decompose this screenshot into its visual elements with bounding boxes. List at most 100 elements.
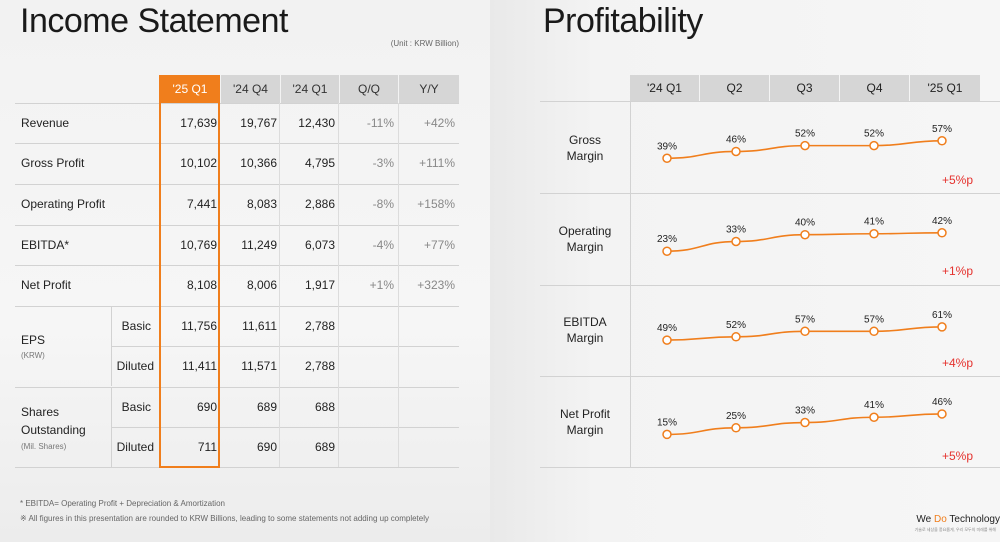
data-label-1-1: 33% xyxy=(726,225,746,236)
data-label-1-3: 41% xyxy=(864,217,884,228)
row-value: 2,886 xyxy=(304,197,335,211)
row-value: 8,108 xyxy=(186,278,217,292)
data-point-3-0 xyxy=(662,429,672,440)
data-point-2-2 xyxy=(800,326,810,337)
data-point-2-4 xyxy=(937,322,947,332)
row-divider xyxy=(111,427,459,428)
income-table-header: '25 Q1 '24 Q4 '24 Q1 Q/Q Y/Y xyxy=(15,75,459,103)
gross-margin-label: Gross Margin xyxy=(566,133,604,163)
brand-tagline: 기술로 세상을 풍요롭게, 우리 모두의 미래를 위해 xyxy=(914,527,996,532)
data-point-2-1 xyxy=(731,332,741,342)
data-point-0-3 xyxy=(869,140,879,151)
row-value: -4% xyxy=(372,238,394,252)
ebitda-margin-delta: +4%p xyxy=(942,356,974,370)
column-divider xyxy=(279,103,280,467)
eps-label: EPS xyxy=(21,333,46,347)
row-divider xyxy=(111,346,459,347)
data-point-2-0 xyxy=(662,335,672,345)
diluted-value: 711 xyxy=(197,440,217,454)
data-point-0-0 xyxy=(662,153,672,164)
data-label-3-2: 33% xyxy=(795,406,815,417)
row-divider xyxy=(15,387,459,388)
row-value: 6,073 xyxy=(304,238,335,252)
row-value: 1,917 xyxy=(304,278,335,292)
row-label: Operating Profit xyxy=(21,197,106,211)
pf-header-25q1: '25 Q1 xyxy=(910,75,980,101)
row-value: -11% xyxy=(366,116,394,130)
ebitda-margin-label: EBITDA Margin xyxy=(563,315,607,345)
row-label: Revenue xyxy=(21,116,70,130)
row-divider xyxy=(15,225,459,226)
data-label-2-4: 61% xyxy=(932,310,952,321)
pf-header-q4: Q4 xyxy=(840,75,909,101)
data-label-3-1: 25% xyxy=(726,411,746,422)
data-point-3-1 xyxy=(731,423,741,433)
data-label-2-0: 49% xyxy=(657,323,677,334)
diluted-label: Diluted xyxy=(116,359,154,373)
diluted-value: 2,788 xyxy=(304,359,335,373)
row-value: -3% xyxy=(372,156,394,170)
diluted-label: Diluted xyxy=(116,440,154,454)
data-point-1-1 xyxy=(731,236,741,247)
data-label-0-1: 46% xyxy=(726,134,746,145)
pf-divider xyxy=(540,193,1000,194)
data-label-2-2: 57% xyxy=(795,314,815,325)
data-label-2-1: 52% xyxy=(726,320,746,331)
pf-header-q2: Q2 xyxy=(700,75,769,101)
income-table: '25 Q1 '24 Q4 '24 Q1 Q/Q Y/Y xyxy=(15,75,459,103)
basic-value: 11,611 xyxy=(242,319,277,333)
data-point-0-2 xyxy=(800,140,810,151)
data-label-0-4: 57% xyxy=(932,124,952,135)
column-divider xyxy=(398,103,399,467)
data-label-0-2: 52% xyxy=(795,129,815,140)
basic-value: 688 xyxy=(314,400,335,414)
column-divider xyxy=(111,306,112,386)
row-label: Gross Profit xyxy=(21,156,85,170)
ebitda-footnote: * EBITDA= Operating Profit + Depreciatio… xyxy=(20,499,225,508)
row-divider xyxy=(15,306,459,307)
header-qq: Q/Q xyxy=(340,75,398,103)
basic-label: Basic xyxy=(121,319,151,333)
data-point-2-3 xyxy=(869,326,879,337)
basic-value: 2,788 xyxy=(304,319,335,333)
diluted-value: 689 xyxy=(314,440,335,454)
data-point-3-3 xyxy=(869,412,879,422)
row-value: 12,430 xyxy=(298,116,335,130)
header-yy: Y/Y xyxy=(399,75,459,103)
shares-label: Shares xyxy=(21,405,60,419)
data-label-3-3: 41% xyxy=(864,400,884,411)
data-point-1-3 xyxy=(869,228,879,239)
row-divider xyxy=(15,103,459,104)
pf-divider xyxy=(540,376,1000,377)
row-divider xyxy=(15,143,459,144)
pf-divider xyxy=(540,101,1000,102)
diluted-value: 11,411 xyxy=(182,359,217,373)
shares-label-2: Outstanding xyxy=(21,423,86,437)
data-point-0-1 xyxy=(731,146,741,157)
gross-margin-delta: +5%p xyxy=(942,173,974,187)
rounding-footnote: ※ All figures in this presentation are r… xyxy=(20,514,430,523)
net-profit-margin-delta: +5%p xyxy=(942,449,974,463)
row-value: 4,795 xyxy=(304,156,335,170)
pf-divider xyxy=(540,467,1000,468)
row-value: 10,769 xyxy=(180,238,217,252)
header-25q1: '25 Q1 xyxy=(160,75,220,103)
row-divider xyxy=(15,265,459,266)
data-point-1-4 xyxy=(937,228,947,238)
basic-value: 690 xyxy=(196,400,217,414)
diluted-value: 11,571 xyxy=(241,359,277,373)
row-value: 8,006 xyxy=(246,278,277,292)
eps-note: (KRW) xyxy=(21,351,45,360)
row-value: 8,083 xyxy=(246,197,277,211)
row-divider xyxy=(15,184,459,185)
row-label: EBITDA* xyxy=(21,238,70,252)
header-24q1: '24 Q1 xyxy=(281,75,339,103)
pf-label-divider xyxy=(630,101,631,467)
data-point-1-2 xyxy=(800,229,810,240)
column-divider xyxy=(111,387,112,467)
data-label-1-0: 23% xyxy=(657,234,677,245)
data-label-1-2: 40% xyxy=(795,218,815,229)
row-value: 7,441 xyxy=(186,197,217,211)
brand-logo: We Do Technology xyxy=(916,514,1000,525)
